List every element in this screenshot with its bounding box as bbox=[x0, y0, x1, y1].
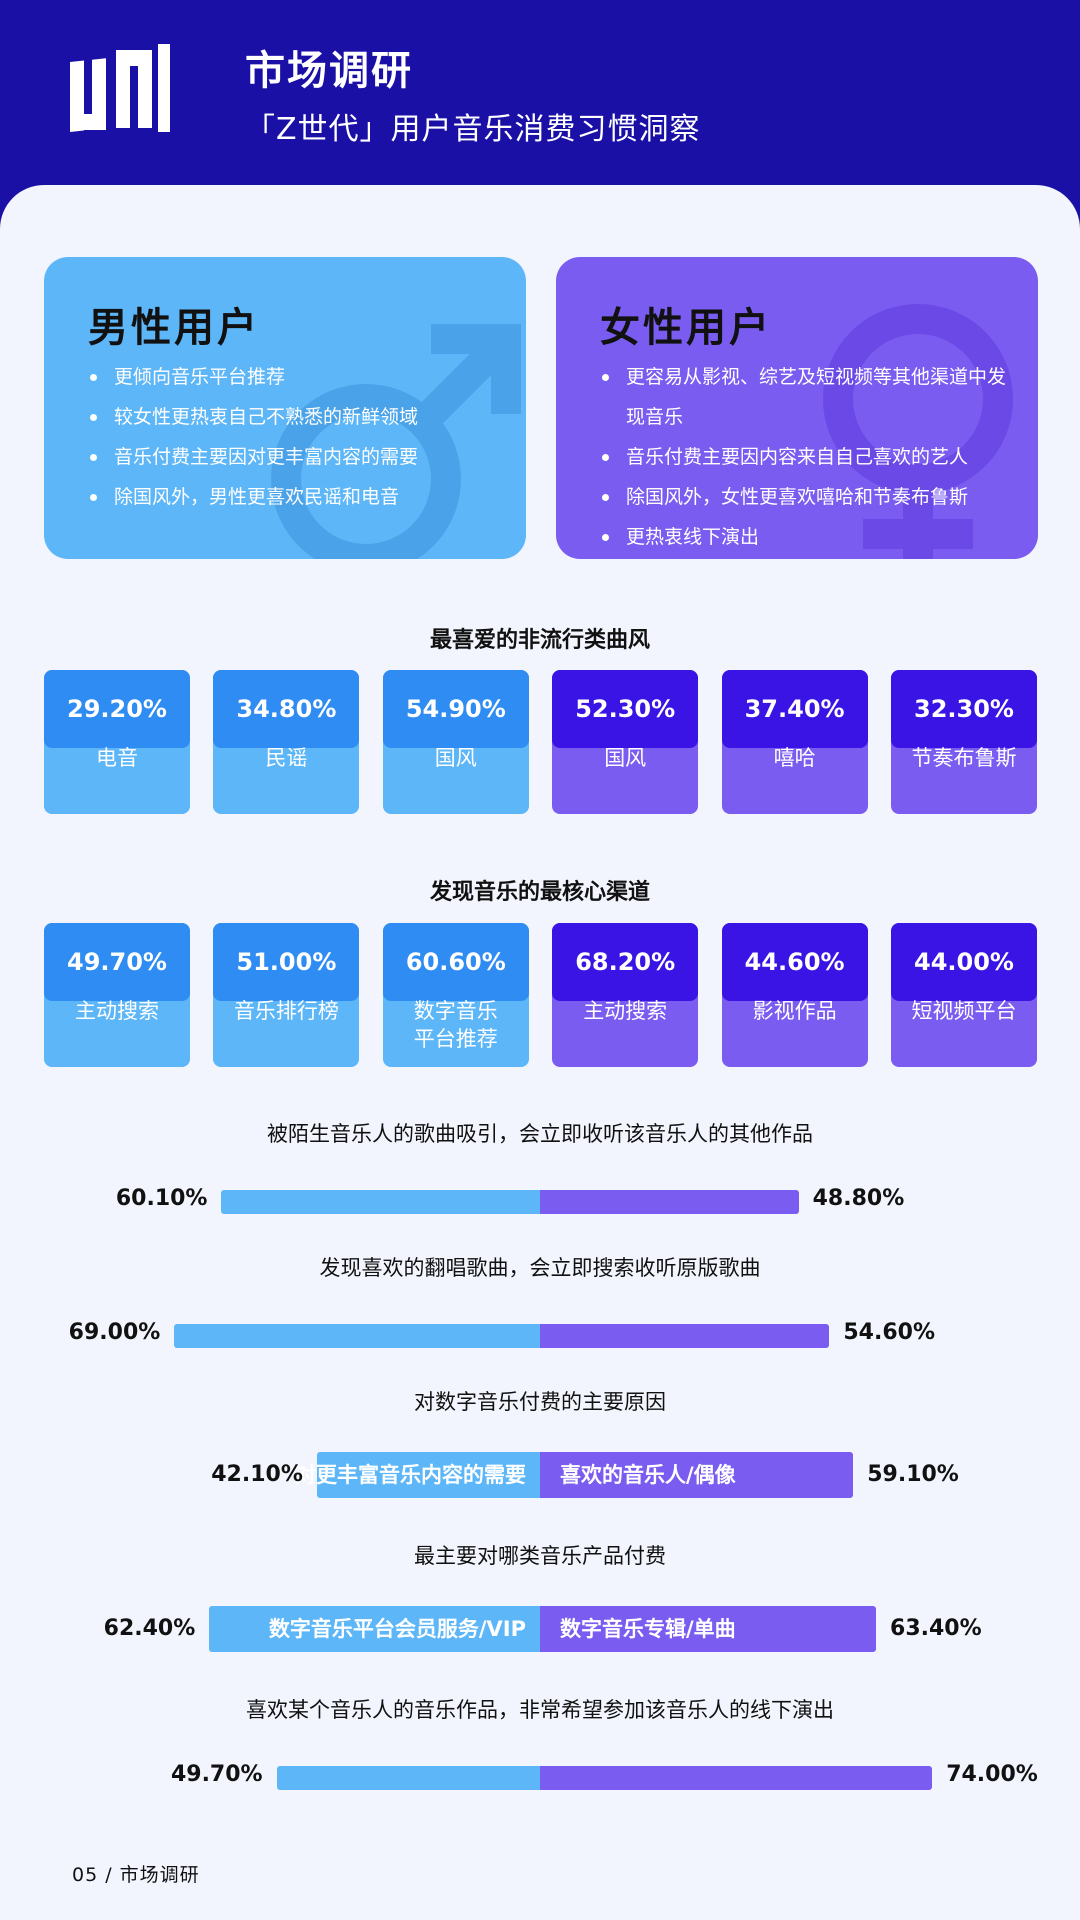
tile-label: 短视频平台 bbox=[911, 999, 1017, 1023]
header: 市场调研 「Z世代」用户音乐消费习惯洞察 bbox=[0, 0, 1080, 200]
female-percent: 54.60% bbox=[843, 1320, 936, 1345]
tile-percent: 54.90% bbox=[382, 670, 529, 748]
tile-percent: 68.20% bbox=[552, 923, 699, 1001]
male-bar-label: 对更丰富音乐内容的需要 bbox=[294, 1463, 526, 1487]
channels-tile: 49.70% 主动搜索 bbox=[44, 923, 190, 1067]
genres-tile: 32.30% 节奏布鲁斯 bbox=[891, 670, 1037, 814]
male-percent: 69.00% bbox=[68, 1320, 161, 1345]
tile-percent: 52.30% bbox=[552, 670, 699, 748]
channels-tile: 68.20% 主动搜索 bbox=[552, 923, 699, 1067]
channels-tile: 44.60% 影视作品 bbox=[721, 923, 868, 1067]
genres-tile: 34.80% 民谣 bbox=[213, 670, 360, 814]
tile-label: 嘻哈 bbox=[773, 746, 816, 770]
male-percent: 62.40% bbox=[103, 1616, 196, 1641]
male-card-title: 男性用户 bbox=[88, 305, 260, 351]
tile-percent: 34.80% bbox=[213, 670, 360, 748]
comparison-bar-block: 发现喜欢的翻唱歌曲，会立即搜索收听原版歌曲 69.00% 54.60% bbox=[0, 1252, 1080, 1362]
page-title: 市场调研 bbox=[245, 48, 413, 94]
bar-question: 最主要对哪类音乐产品付费 bbox=[414, 1544, 666, 1568]
female-points-list: 更容易从影视、综艺及短视频等其他渠道中发现音乐 音乐付费主要因内容来自自己喜欢的… bbox=[596, 357, 1016, 557]
male-symbol-icon bbox=[271, 324, 521, 559]
male-percent: 42.10% bbox=[211, 1462, 303, 1487]
male-bar bbox=[174, 1324, 540, 1348]
list-item: 除国风外，男性更喜欢民谣和电音 bbox=[84, 477, 504, 517]
female-card-title: 女性用户 bbox=[600, 305, 772, 351]
tile-label: 数字音乐 平台推荐 bbox=[413, 999, 498, 1051]
list-item: 除国风外，女性更喜欢嘻哈和节奏布鲁斯 bbox=[596, 477, 1016, 517]
tile-label: 国风 bbox=[604, 746, 647, 770]
channels-section-title: 发现音乐的最核心渠道 bbox=[429, 880, 650, 905]
comparison-bar-block: 喜欢某个音乐人的音乐作品，非常希望参加该音乐人的线下演出 49.70% 74.00% bbox=[0, 1694, 1080, 1804]
male-bar bbox=[276, 1766, 540, 1790]
list-item: 更倾向音乐平台推荐 bbox=[84, 357, 504, 397]
tile-percent: 37.40% bbox=[721, 670, 868, 748]
female-bar bbox=[540, 1324, 830, 1348]
uni-logo bbox=[70, 44, 170, 132]
tile-label: 音乐排行榜 bbox=[233, 999, 339, 1023]
male-bar bbox=[221, 1190, 540, 1214]
genres-tile: 37.40% 嘻哈 bbox=[721, 670, 868, 814]
male-percent: 49.70% bbox=[170, 1762, 263, 1787]
list-item: 较女性更热衷自己不熟悉的新鲜领域 bbox=[84, 397, 504, 437]
channels-tile-row: 49.70% 主动搜索 51.00% 音乐排行榜 60.60% 数字音乐 平台推荐 68.2… bbox=[44, 923, 1037, 1067]
female-percent: 74.00% bbox=[946, 1762, 1038, 1787]
tile-label: 主动搜索 bbox=[75, 999, 159, 1023]
tile-percent: 29.20% bbox=[44, 670, 190, 748]
male-percent: 60.10% bbox=[115, 1186, 208, 1211]
genres-tile: 29.20% 电音 bbox=[44, 670, 190, 814]
tile-percent: 44.00% bbox=[891, 923, 1037, 1001]
male-bar: 数字音乐平台会员服务/VIP bbox=[209, 1606, 540, 1652]
page-footer: 05 / 市场调研 bbox=[72, 1864, 200, 1886]
genres-section-title: 最喜爱的非流行类曲风 bbox=[429, 628, 650, 653]
female-bar-label: 数字音乐专辑/单曲 bbox=[560, 1617, 736, 1641]
comparison-bar-block: 对数字音乐付费的主要原因对更丰富音乐内容的需要 喜欢的音乐人/偶像 42.10% 59… bbox=[0, 1386, 1080, 1498]
list-item: 音乐付费主要因内容来自自己喜欢的艺人 bbox=[596, 437, 1016, 477]
channels-tile: 44.00% 短视频平台 bbox=[891, 923, 1037, 1067]
genres-tile: 54.90% 国风 bbox=[382, 670, 529, 814]
tile-label: 节奏布鲁斯 bbox=[911, 746, 1017, 770]
comparison-bar-block: 被陌生音乐人的歌曲吸引，会立即收听该音乐人的其他作品 60.10% 48.80% bbox=[0, 1118, 1080, 1228]
bar-question: 发现喜欢的翻唱歌曲，会立即搜索收听原版歌曲 bbox=[319, 1256, 761, 1280]
female-bar-label: 喜欢的音乐人/偶像 bbox=[560, 1463, 736, 1487]
female-percent: 63.40% bbox=[890, 1616, 982, 1641]
tile-percent: 60.60% bbox=[382, 923, 529, 1001]
genres-tile-row: 29.20% 电音 34.80% 民谣 54.90% 国风 52.30% 国风 37.40% 嘻哈… bbox=[44, 670, 1037, 814]
tile-percent: 49.70% bbox=[44, 923, 190, 1001]
female-user-card: 女性用户 更容易从影视、综艺及短视频等其他渠道中发现音乐 音乐付费主要因内容来自… bbox=[556, 257, 1038, 559]
list-item: 音乐付费主要因对更丰富内容的需要 bbox=[84, 437, 504, 477]
channels-tile: 51.00% 音乐排行榜 bbox=[213, 923, 360, 1067]
tile-label: 国风 bbox=[434, 746, 477, 770]
male-points-list: 更倾向音乐平台推荐 较女性更热衷自己不熟悉的新鲜领域 音乐付费主要因对更丰富内容… bbox=[84, 357, 504, 517]
comparison-bar-block: 最主要对哪类音乐产品付费数字音乐平台会员服务/VIP 数字音乐专辑/单曲 62.40… bbox=[0, 1540, 1080, 1652]
tile-label: 民谣 bbox=[265, 746, 308, 770]
tile-percent: 44.60% bbox=[721, 923, 868, 1001]
channels-tile: 60.60% 数字音乐 平台推荐 bbox=[382, 923, 529, 1067]
female-percent: 59.10% bbox=[867, 1462, 959, 1487]
tile-percent: 32.30% bbox=[891, 670, 1037, 748]
list-item: 更热衷线下演出 bbox=[596, 517, 1016, 557]
female-bar bbox=[540, 1766, 933, 1790]
female-percent: 48.80% bbox=[812, 1186, 905, 1211]
page-subtitle: 「Z世代」用户音乐消费习惯洞察 bbox=[245, 112, 701, 147]
male-bar-label: 数字音乐平台会员服务/VIP bbox=[268, 1617, 526, 1641]
male-bar: 对更丰富音乐内容的需要 bbox=[295, 1452, 540, 1498]
bar-question: 对数字音乐付费的主要原因 bbox=[414, 1390, 666, 1414]
bar-question: 喜欢某个音乐人的音乐作品，非常希望参加该音乐人的线下演出 bbox=[246, 1698, 834, 1722]
list-item: 更容易从影视、综艺及短视频等其他渠道中发现音乐 bbox=[596, 357, 1016, 437]
genres-tile: 52.30% 国风 bbox=[552, 670, 699, 814]
female-bar: 喜欢的音乐人/偶像 bbox=[540, 1452, 854, 1498]
bar-question: 被陌生音乐人的歌曲吸引，会立即收听该音乐人的其他作品 bbox=[267, 1122, 813, 1146]
tile-label: 电音 bbox=[96, 746, 138, 770]
female-bar bbox=[540, 1190, 799, 1214]
male-user-card: 男性用户 更倾向音乐平台推荐 较女性更热衷自己不熟悉的新鲜领域 音乐付费主要因对… bbox=[44, 257, 526, 559]
tile-percent: 51.00% bbox=[213, 923, 360, 1001]
female-symbol-icon bbox=[823, 304, 1013, 559]
tile-label: 主动搜索 bbox=[583, 999, 668, 1023]
female-bar: 数字音乐专辑/单曲 bbox=[540, 1606, 877, 1652]
tile-label: 影视作品 bbox=[752, 999, 837, 1023]
